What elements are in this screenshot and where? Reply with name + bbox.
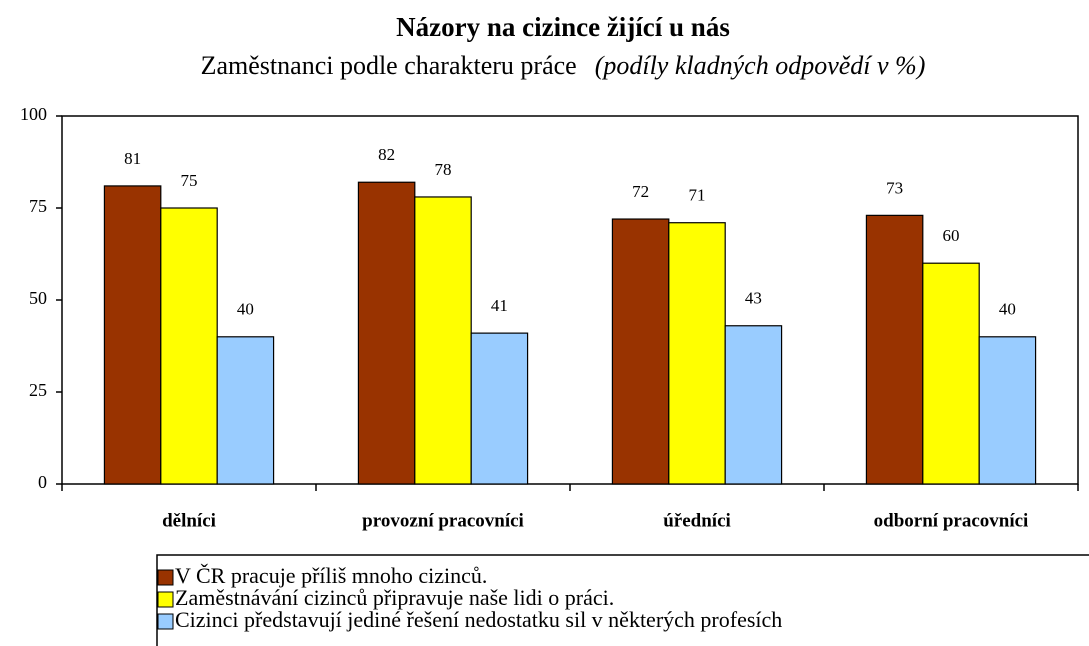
y-tick-label: 50 bbox=[29, 288, 47, 308]
legend-label: Zaměstnávání cizinců připravuje naše lid… bbox=[175, 585, 614, 610]
bar bbox=[865, 214, 924, 485]
value-label: 78 bbox=[435, 160, 452, 179]
value-label: 40 bbox=[237, 300, 254, 319]
legend-swatch bbox=[157, 591, 174, 608]
subtitle-note: (podíly kladných odpovědí v %) bbox=[595, 51, 926, 80]
y-tick-label: 0 bbox=[38, 472, 47, 492]
bar bbox=[922, 262, 980, 485]
value-label: 41 bbox=[491, 296, 508, 315]
bar bbox=[357, 181, 416, 485]
chart-title: Názory na cizince žijící u nás bbox=[396, 12, 730, 42]
legend-swatch bbox=[157, 613, 174, 630]
legend-label: V ČR pracuje příliš mnoho cizinců. bbox=[175, 563, 487, 588]
bar bbox=[103, 185, 162, 485]
value-label: 60 bbox=[943, 226, 960, 245]
y-tick-label: 75 bbox=[29, 196, 47, 216]
value-label: 75 bbox=[181, 171, 198, 190]
x-tick-label: úředníci bbox=[663, 510, 731, 531]
x-tick-label: dělníci bbox=[162, 510, 216, 531]
bar bbox=[414, 196, 472, 485]
bar bbox=[978, 336, 1037, 485]
bar bbox=[160, 207, 218, 485]
bar bbox=[611, 218, 670, 485]
value-label: 43 bbox=[745, 289, 762, 308]
value-label: 82 bbox=[378, 145, 395, 164]
legend-label: Cizinci představují jediné řešení nedost… bbox=[175, 607, 782, 632]
value-label: 73 bbox=[886, 178, 903, 197]
legend-frame bbox=[156, 554, 1089, 646]
x-tick-label: odborní pracovníci bbox=[874, 510, 1029, 531]
y-tick-label: 100 bbox=[20, 104, 47, 124]
value-label: 71 bbox=[689, 186, 706, 205]
subtitle: Zaměstnanci podle charakteru práce bbox=[201, 51, 577, 80]
x-tick-label: provozní pracovníci bbox=[362, 510, 524, 531]
legend-swatch bbox=[157, 569, 174, 586]
bar bbox=[668, 222, 726, 485]
bar bbox=[470, 332, 529, 485]
y-tick-label: 25 bbox=[29, 380, 47, 400]
value-label: 40 bbox=[999, 300, 1016, 319]
value-label: 81 bbox=[124, 149, 141, 168]
chart-subtitle: Zaměstnanci podle charakteru práce (podíl… bbox=[201, 51, 926, 80]
value-label: 72 bbox=[632, 182, 649, 201]
bar bbox=[724, 325, 783, 485]
bar bbox=[216, 336, 275, 485]
